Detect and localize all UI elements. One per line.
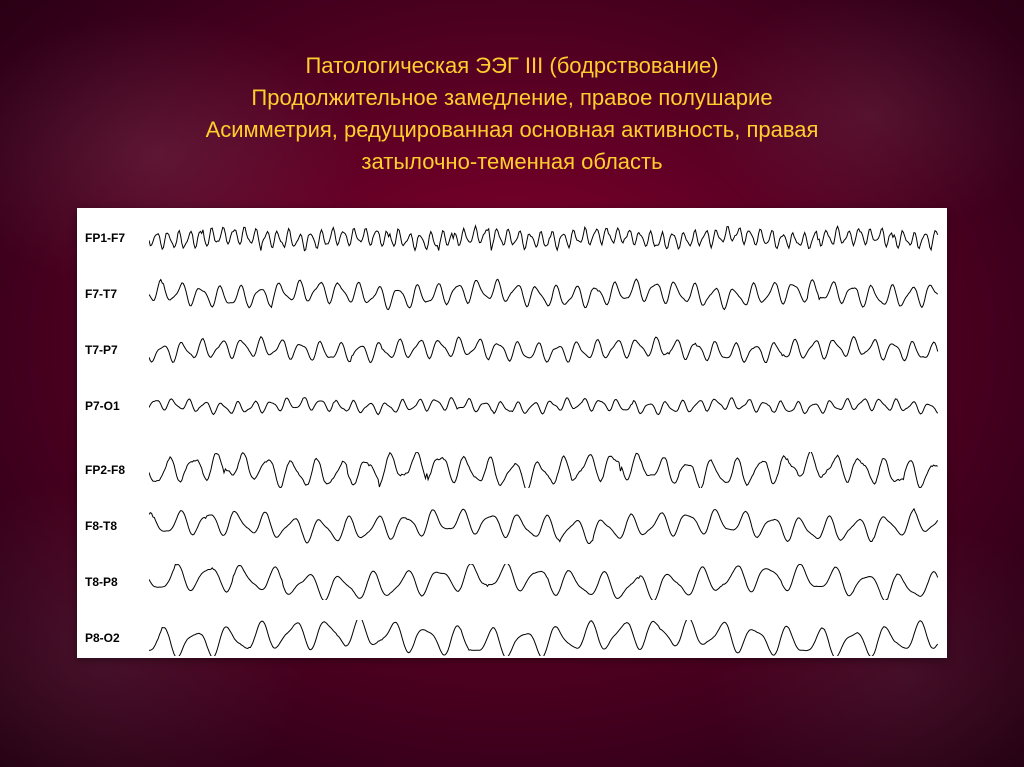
channel-label: P7-O1 (85, 399, 141, 413)
channel-label: FP2-F8 (85, 463, 141, 477)
channel-label: F7-T7 (85, 287, 141, 301)
eeg-channel: FP1-F7 (77, 220, 947, 256)
eeg-trace (149, 452, 939, 488)
eeg-channel: FP2-F8 (77, 452, 947, 488)
title-line-3: Асимметрия, редуцированная основная акти… (206, 114, 819, 146)
channel-label: T7-P7 (85, 343, 141, 357)
eeg-trace (149, 620, 939, 656)
eeg-trace (149, 332, 939, 368)
eeg-channel: T7-P7 (77, 332, 947, 368)
eeg-channel: P8-O2 (77, 620, 947, 656)
eeg-trace (149, 220, 939, 256)
eeg-trace (149, 388, 939, 424)
eeg-channel: T8-P8 (77, 564, 947, 600)
slide-content: Патологическая ЭЭГ III (бодрствование) П… (0, 0, 1024, 767)
channel-label: T8-P8 (85, 575, 141, 589)
eeg-channel: F7-T7 (77, 276, 947, 312)
channel-label: FP1-F7 (85, 231, 141, 245)
title-line-2: Продолжительное замедление, правое полуш… (206, 82, 819, 114)
eeg-trace (149, 276, 939, 312)
title-block: Патологическая ЭЭГ III (бодрствование) П… (206, 50, 819, 178)
eeg-channel: P7-O1 (77, 388, 947, 424)
eeg-trace (149, 564, 939, 600)
eeg-panel: FP1-F7 F7-T7 T7-P7 P7-O1 FP2-F8 F8-T8 T8-P8 P8-… (77, 208, 947, 658)
eeg-trace (149, 508, 939, 544)
title-line-4: затылочно-теменная область (206, 146, 819, 178)
title-line-1: Патологическая ЭЭГ III (бодрствование) (206, 50, 819, 82)
channel-label: P8-O2 (85, 631, 141, 645)
eeg-channel: F8-T8 (77, 508, 947, 544)
channel-label: F8-T8 (85, 519, 141, 533)
